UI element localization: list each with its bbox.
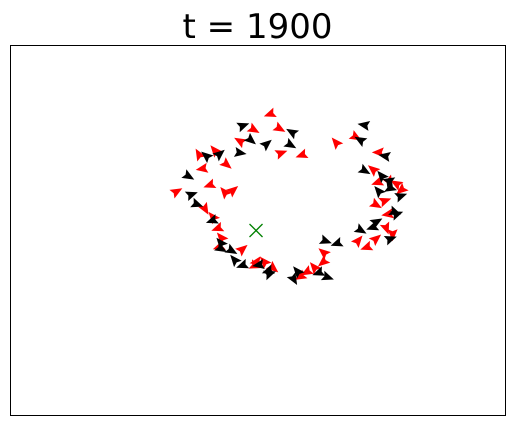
black-arrow-marker [201,151,214,164]
red-arrow-marker [294,269,308,280]
red-arrow-marker [263,107,277,117]
black-arrow-marker [378,152,391,162]
red-arrow-marker [216,232,229,245]
red-arrow-marker [198,201,209,215]
black-arrow-marker [252,259,265,269]
target-x-marker [249,223,263,238]
red-arrow-marker [381,208,394,219]
black-arrow-marker [283,137,297,149]
black-arrow-marker [286,128,300,140]
red-arrow-marker [367,165,381,177]
black-arrow-marker [369,218,383,229]
black-arrow-marker [216,237,228,251]
marks-layer [169,107,409,286]
black-arrow-marker [243,132,256,145]
red-arrow-marker [300,265,314,276]
red-arrow-marker [225,186,239,198]
black-arrow-marker [353,223,367,234]
red-arrow-marker [295,148,309,158]
red-arrow-marker [203,178,217,188]
black-arrow-marker [262,270,276,281]
red-arrow-marker [169,188,183,199]
black-arrow-marker [230,254,242,268]
black-arrow-marker [205,214,219,224]
black-arrow-marker [224,243,238,254]
black-arrow-marker [293,266,305,279]
black-arrow-marker [318,234,332,244]
black-arrow-marker [357,121,371,131]
red-arrow-marker [210,145,222,158]
red-arrow-marker [235,244,248,257]
red-arrow-marker [371,175,385,186]
black-arrow-marker [394,193,408,203]
black-arrow-marker [390,211,404,221]
red-arrow-marker [350,235,363,248]
black-arrow-marker [383,236,397,246]
black-arrow-marker [330,236,344,247]
black-arrow-marker [384,181,398,192]
black-arrow-marker [286,272,298,286]
black-arrow-marker [382,177,396,188]
red-arrow-marker [246,122,260,133]
red-arrow-marker [219,157,232,169]
black-arrow-marker [320,270,334,281]
black-arrow-marker [377,170,389,184]
black-arrow-marker [184,191,198,202]
red-arrow-marker [368,197,382,209]
black-arrow-marker [212,149,225,162]
red-arrow-marker [387,229,398,242]
red-arrow-marker [195,148,206,162]
black-arrow-marker [233,147,247,157]
black-arrow-marker [181,169,195,180]
red-arrow-marker [220,187,232,200]
black-arrow-marker [374,185,386,199]
red-arrow-marker [360,240,374,251]
black-arrow-marker [214,241,227,253]
chart-title: t = 1900 [182,7,333,47]
red-arrow-marker [368,234,382,247]
red-arrow-marker [318,248,331,260]
red-arrow-marker [396,182,409,195]
black-arrow-marker [190,197,204,208]
red-arrow-marker [274,150,288,160]
black-arrow-marker [366,220,380,231]
red-arrow-marker [378,197,392,208]
red-arrow-marker [211,221,225,232]
red-arrow-marker [331,137,344,150]
red-arrow-marker [390,180,404,191]
red-arrow-marker [195,162,209,173]
black-arrow-marker [354,136,368,148]
red-arrow-marker [265,260,279,273]
red-arrow-marker [317,254,331,267]
red-arrow-marker [309,262,322,275]
axes-frame [10,45,506,416]
black-arrow-marker [236,258,250,269]
black-arrow-marker [357,163,371,175]
red-arrow-marker [379,221,390,235]
black-arrow-marker [312,266,326,276]
black-arrow-marker [259,139,272,152]
red-arrow-marker [272,121,286,132]
black-arrow-marker [236,122,250,133]
